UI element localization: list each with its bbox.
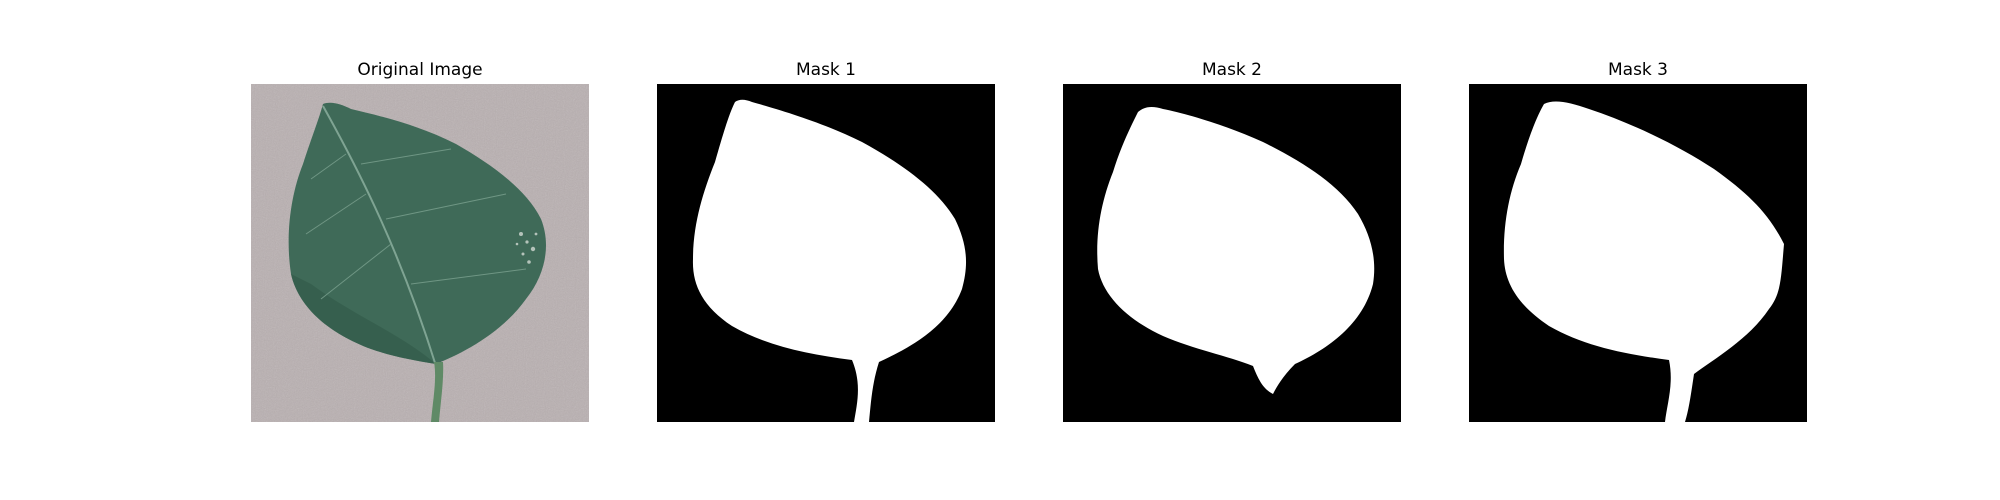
leaf-vein [305,193,367,235]
panel-title: Mask 1 [795,60,856,80]
mask-1-image [657,84,995,422]
panel-title: Mask 2 [1201,60,1262,80]
leaf-vein [410,268,527,285]
mask-leaf-shape [1097,107,1375,395]
leaf-vein [310,153,347,180]
panel-title: Original Image [357,60,483,80]
original-leaf-photo [251,84,589,422]
panel-mask-2: Mask 2 [1063,0,1401,500]
leaf-shade [291,274,436,364]
panel-original-image: Original Image [251,0,589,500]
panel-mask-1: Mask 1 [657,0,995,500]
leaf-vein [320,243,392,300]
leaf-damage-spots [515,232,538,264]
leaf-stem [431,362,444,422]
leaf-vein [385,193,507,220]
mask-3-image [1469,84,1807,422]
leaf-vein [360,148,452,165]
mask-2-image [1063,84,1401,422]
leaf-blade [288,102,546,364]
leaf-midrib [322,105,437,367]
mask-leaf-shape [1503,101,1784,422]
mask-leaf-shape [692,99,967,422]
panel-title: Mask 3 [1607,60,1668,80]
panel-mask-3: Mask 3 [1469,0,1807,500]
